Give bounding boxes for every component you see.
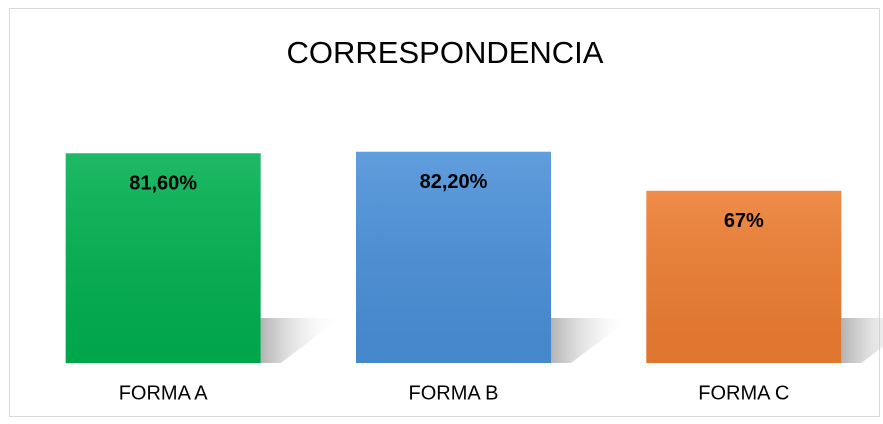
- x-tick-label: FORMA B: [408, 382, 498, 404]
- bar-shadow: [551, 318, 631, 363]
- data-label: 82,20%: [420, 171, 488, 193]
- bar-sheen: [646, 190, 842, 363]
- chart-title: CORRESPONDENCIA: [287, 35, 604, 70]
- x-tick-label: FORMA C: [698, 382, 789, 404]
- bar-sheen: [356, 151, 551, 363]
- bar-sheen: [65, 153, 261, 363]
- data-label: 81,60%: [129, 173, 197, 195]
- bar-shadow: [260, 318, 341, 363]
- x-tick-label: FORMA A: [119, 382, 209, 404]
- bar-shadow: [841, 318, 883, 363]
- data-label: 67%: [724, 210, 764, 232]
